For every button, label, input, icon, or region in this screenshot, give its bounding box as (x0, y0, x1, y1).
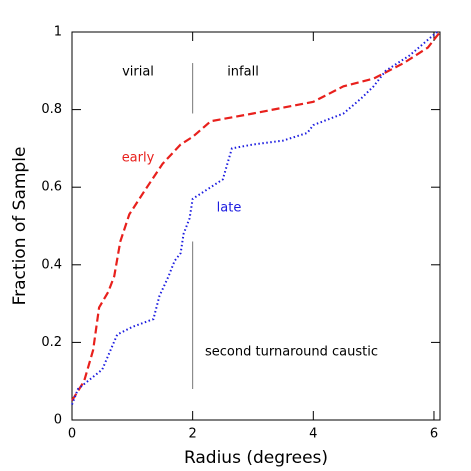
y-tick-label: 0.2 (41, 335, 62, 350)
series-label: late (217, 201, 242, 216)
y-tick-label: 0.8 (41, 102, 62, 117)
y-tick-label: 0 (54, 413, 62, 428)
series-line (71, 31, 441, 402)
annotation: second turnaround caustic (205, 345, 378, 360)
x-tick-label: 6 (430, 427, 438, 442)
x-tick-label: 0 (68, 427, 76, 442)
series-label: early (122, 151, 155, 166)
y-tick-label: 0.4 (41, 257, 62, 272)
y-tick-label: 0.6 (41, 180, 62, 195)
x-axis-label: Radius (degrees) (184, 448, 328, 468)
y-axis-label: Fraction of Sample (10, 147, 30, 306)
annotation: infall (227, 65, 259, 80)
x-tick-label: 4 (309, 427, 317, 442)
plot-frame (71, 31, 441, 421)
x-tick-label: 2 (189, 427, 197, 442)
y-tick-label: 1 (54, 25, 62, 40)
annotation: virial (122, 65, 154, 80)
